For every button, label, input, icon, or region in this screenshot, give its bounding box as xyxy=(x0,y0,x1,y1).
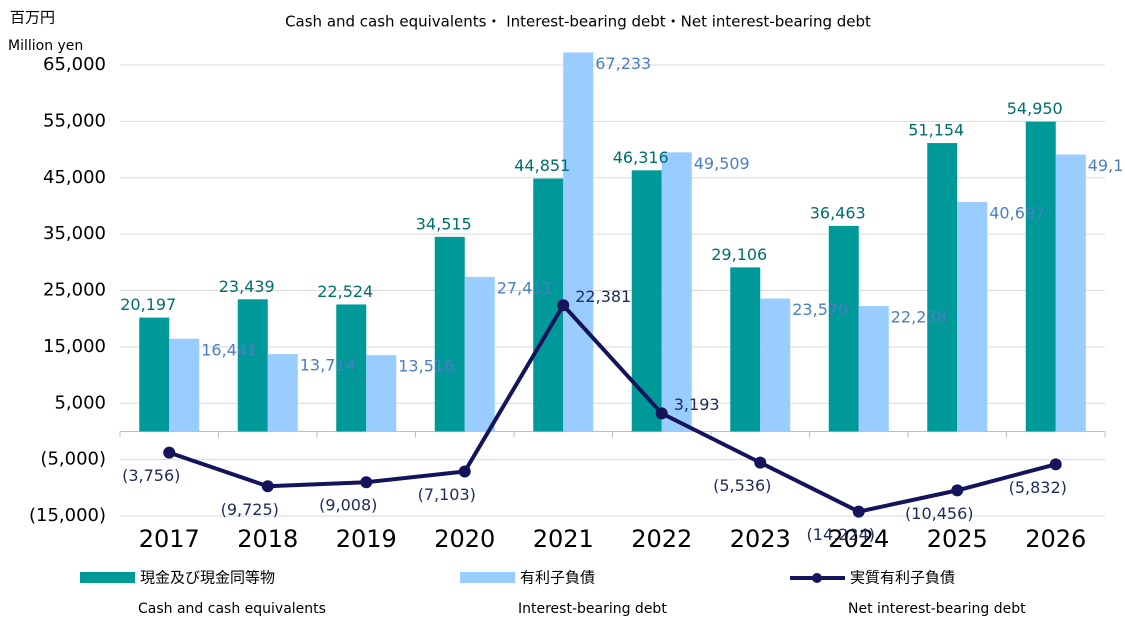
bar xyxy=(336,304,367,432)
bar-value-label: 16,441 xyxy=(201,340,257,359)
legend-label: 有利子負債 xyxy=(520,569,595,587)
bar xyxy=(957,202,988,432)
bar-value-label: 40,697 xyxy=(989,204,1045,223)
x-tick-label: 2025 xyxy=(927,525,988,553)
line-value-label: (9,008) xyxy=(319,496,377,515)
x-tick-label: 2026 xyxy=(1025,525,1086,553)
x-tick-label: 2017 xyxy=(139,525,200,553)
line-value-label: (5,536) xyxy=(713,476,771,495)
line-point xyxy=(557,299,570,312)
bar xyxy=(169,338,200,432)
legend-swatch xyxy=(812,573,822,583)
line-value-label: (7,103) xyxy=(418,485,476,504)
line-point xyxy=(754,456,767,469)
line-value-label: (10,456) xyxy=(905,504,973,523)
bar-value-label: 49,117 xyxy=(1088,156,1125,175)
line-value-label: 3,193 xyxy=(674,395,720,414)
legend-label-en: Net interest-bearing debt xyxy=(848,601,1026,617)
bar-value-label: 51,154 xyxy=(908,121,964,140)
line-point xyxy=(1049,458,1062,471)
bar-value-label: 36,463 xyxy=(810,203,866,222)
y-tick-label: 25,000 xyxy=(43,280,106,301)
unit-label-en: Million yen xyxy=(8,38,83,54)
bar xyxy=(631,170,662,432)
bar xyxy=(1025,121,1056,432)
bar-value-label: 13,516 xyxy=(398,357,454,376)
line-point xyxy=(655,407,668,420)
legend-label: 実質有利子負債 xyxy=(850,569,955,587)
y-tick-label: (15,000) xyxy=(29,505,106,526)
legend-swatch xyxy=(460,572,515,583)
bar xyxy=(927,143,958,432)
y-tick-label: 45,000 xyxy=(43,167,106,188)
bar xyxy=(661,152,692,432)
line-value-label: (9,725) xyxy=(221,500,279,519)
bar-value-label: 34,515 xyxy=(416,214,472,233)
bar-value-label: 22,524 xyxy=(317,282,373,301)
line-value-label: 22,381 xyxy=(575,287,631,306)
bar-value-label: 20,197 xyxy=(120,295,176,314)
y-tick-label: 65,000 xyxy=(43,54,106,75)
bar xyxy=(464,276,495,432)
x-tick-label: 2021 xyxy=(533,525,594,553)
x-tick-label: 2019 xyxy=(336,525,397,553)
bar-value-label: 23,570 xyxy=(792,300,848,319)
y-tick-label: (5,000) xyxy=(40,449,106,470)
bar-value-label: 29,106 xyxy=(711,245,767,264)
line-value-label: (5,832) xyxy=(1009,478,1067,497)
x-tick-label: 2023 xyxy=(730,525,791,553)
line-point xyxy=(458,465,471,478)
y-tick-label: 35,000 xyxy=(43,223,106,244)
bar-value-label: 44,851 xyxy=(514,156,570,175)
chart-title: Cash and cash equivalents・ Interest-bear… xyxy=(285,13,871,31)
bar xyxy=(730,267,761,432)
line-point xyxy=(261,480,274,493)
bar-value-label: 27,411 xyxy=(497,278,553,297)
bar xyxy=(237,299,268,432)
bar xyxy=(828,225,859,432)
legend-label-en: Cash and cash equivalents xyxy=(138,601,326,617)
line-point xyxy=(360,476,373,489)
line-point xyxy=(852,505,865,518)
bar xyxy=(1055,154,1086,432)
x-tick-label: 2020 xyxy=(434,525,495,553)
legend-swatch xyxy=(80,572,135,583)
x-tick-label: 2018 xyxy=(237,525,298,553)
bar xyxy=(563,52,594,432)
line-value-label: (14,224) xyxy=(807,525,875,544)
bar-value-label: 67,233 xyxy=(595,54,651,73)
legend-label-en: Interest-bearing debt xyxy=(518,601,667,617)
line-value-label: (3,756) xyxy=(122,466,180,485)
bar-value-label: 49,509 xyxy=(694,154,750,173)
x-tick-label: 2022 xyxy=(631,525,692,553)
y-tick-label: 5,000 xyxy=(54,392,106,413)
legend-label: 現金及び現金同等物 xyxy=(140,569,275,587)
bar-value-label: 54,950 xyxy=(1007,99,1063,118)
bar-value-label: 22,238 xyxy=(891,308,947,327)
bar xyxy=(139,317,170,432)
unit-label: 百万円 xyxy=(10,9,55,27)
bar-value-label: 46,316 xyxy=(613,148,669,167)
x-tick-label: 2024 xyxy=(828,525,889,553)
line-point xyxy=(951,484,964,497)
y-tick-label: 55,000 xyxy=(43,110,106,131)
line-point xyxy=(163,446,176,459)
bar xyxy=(858,306,889,432)
bar-value-label: 13,714 xyxy=(300,356,356,375)
y-tick-label: 15,000 xyxy=(43,336,106,357)
bar xyxy=(267,354,298,432)
bar xyxy=(434,236,465,432)
line xyxy=(168,301,1057,514)
bar xyxy=(760,298,791,432)
bar xyxy=(366,355,397,432)
bar-value-label: 23,439 xyxy=(219,277,275,296)
